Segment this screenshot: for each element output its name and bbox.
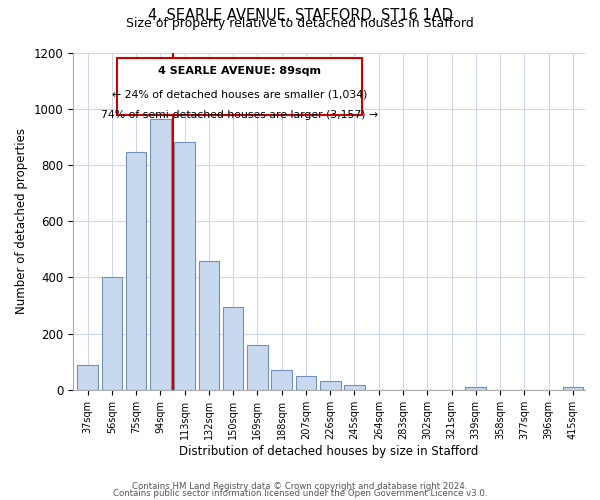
Bar xyxy=(175,142,195,390)
Bar xyxy=(466,387,486,390)
Bar xyxy=(150,118,170,390)
Bar xyxy=(320,381,341,390)
Bar xyxy=(344,385,365,390)
Text: Contains HM Land Registry data © Crown copyright and database right 2024.: Contains HM Land Registry data © Crown c… xyxy=(132,482,468,491)
Bar xyxy=(77,364,98,390)
FancyBboxPatch shape xyxy=(116,58,362,115)
Bar xyxy=(126,152,146,390)
Text: 4 SEARLE AVENUE: 89sqm: 4 SEARLE AVENUE: 89sqm xyxy=(158,66,321,76)
Text: 4, SEARLE AVENUE, STAFFORD, ST16 1AD: 4, SEARLE AVENUE, STAFFORD, ST16 1AD xyxy=(148,8,452,22)
Bar xyxy=(296,376,316,390)
Text: ← 24% of detached houses are smaller (1,034): ← 24% of detached houses are smaller (1,… xyxy=(112,90,367,100)
Text: 74% of semi-detached houses are larger (3,157) →: 74% of semi-detached houses are larger (… xyxy=(101,110,378,120)
Bar xyxy=(223,307,244,390)
Text: Size of property relative to detached houses in Stafford: Size of property relative to detached ho… xyxy=(126,18,474,30)
Bar xyxy=(199,260,219,390)
Bar xyxy=(271,370,292,390)
Y-axis label: Number of detached properties: Number of detached properties xyxy=(15,128,28,314)
X-axis label: Distribution of detached houses by size in Stafford: Distribution of detached houses by size … xyxy=(179,444,479,458)
Bar xyxy=(563,387,583,390)
Bar xyxy=(101,278,122,390)
Text: Contains public sector information licensed under the Open Government Licence v3: Contains public sector information licen… xyxy=(113,489,487,498)
Bar xyxy=(247,345,268,390)
